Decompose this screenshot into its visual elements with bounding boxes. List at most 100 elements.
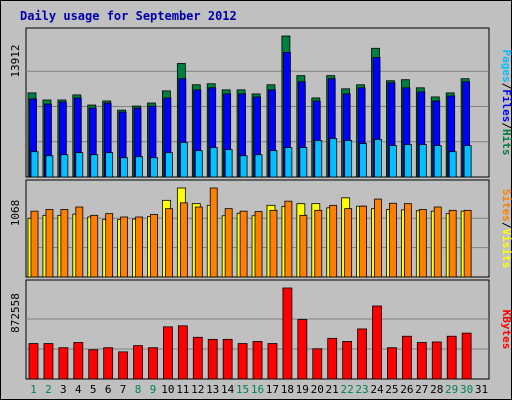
- kbytes-bar: [416, 342, 427, 380]
- day-label: 7: [120, 383, 127, 396]
- legend-label-1: Pages/Files/Hits: [500, 50, 512, 156]
- sites-bar: [418, 209, 427, 278]
- kbytes-bar: [357, 328, 367, 380]
- pages-bar: [299, 147, 308, 178]
- legend-part: Files: [500, 89, 512, 122]
- pages-bar: [105, 152, 114, 178]
- kbytes-bar: [237, 343, 248, 380]
- sites-bar: [30, 210, 39, 278]
- pages-bar: [224, 149, 233, 178]
- kbytes-bar: [431, 341, 442, 380]
- pages-bar: [179, 142, 188, 178]
- sites-bar: [45, 209, 54, 278]
- day-label: 14: [221, 383, 235, 396]
- kbytes-bar: [177, 325, 188, 380]
- sites-bar: [150, 214, 158, 278]
- day-label: 27: [415, 383, 428, 396]
- sites-bar: [374, 198, 382, 278]
- pages-bar: [135, 156, 143, 178]
- day-label: 30: [460, 383, 473, 396]
- day-label: 6: [105, 383, 112, 396]
- pages-bar: [344, 140, 353, 178]
- sites-bar: [403, 203, 412, 278]
- kbytes-bar: [297, 319, 308, 380]
- sites-bar: [60, 209, 69, 278]
- kbytes-bar: [192, 336, 203, 380]
- sites-bar: [359, 205, 367, 278]
- sites-bar: [105, 213, 114, 278]
- kbytes-bar: [88, 349, 99, 380]
- kbytes-bar: [28, 343, 39, 380]
- kbytes-bar: [73, 342, 84, 380]
- pages-bar: [433, 145, 442, 178]
- pages-bar: [284, 147, 293, 178]
- sites-bar: [165, 208, 173, 278]
- kbytes-bar: [461, 332, 472, 380]
- legend-label-2: Sites/Visits: [500, 189, 512, 269]
- sites-bar: [448, 209, 457, 278]
- sites-bar: [463, 209, 472, 278]
- ymax-label: 1068: [9, 200, 22, 227]
- day-label: 10: [161, 383, 174, 396]
- legend-part: Visits: [500, 229, 512, 269]
- kbytes-bar: [282, 287, 293, 380]
- pages-bar: [329, 138, 338, 178]
- kbytes-bar: [446, 335, 457, 380]
- kbytes-bar: [133, 345, 143, 380]
- day-label: 11: [176, 383, 189, 396]
- pages-bar: [463, 145, 472, 178]
- pages-bar: [45, 155, 54, 178]
- sites-bar: [209, 187, 218, 278]
- pages-bar: [75, 152, 84, 178]
- day-label: 15: [236, 383, 249, 396]
- sites-bar: [299, 214, 308, 278]
- pages-bar: [269, 150, 278, 178]
- sites-bar: [75, 206, 84, 278]
- day-label: 25: [385, 383, 398, 396]
- kbytes-bar: [103, 347, 114, 380]
- sites-bar: [314, 209, 323, 278]
- sites-bar: [135, 216, 143, 278]
- pages-bar: [209, 147, 218, 178]
- legend-part: Sites: [500, 189, 512, 222]
- kbytes-bar: [163, 326, 173, 380]
- pages-bar: [120, 157, 129, 178]
- kbytes-bar: [43, 343, 54, 380]
- day-label: 12: [191, 383, 204, 396]
- kbytes-bar: [267, 343, 278, 380]
- pages-bar: [150, 157, 158, 178]
- legend-part: /: [500, 122, 512, 129]
- day-label: 3: [60, 383, 67, 396]
- day-label: 18: [281, 383, 294, 396]
- day-label: 26: [400, 383, 413, 396]
- pages-bar: [418, 144, 427, 178]
- legend-label-3: KBytes: [500, 310, 512, 350]
- pages-bar: [374, 139, 382, 178]
- ymax-label: 13912: [9, 44, 22, 77]
- sites-bar: [239, 210, 248, 278]
- kbytes-bar: [207, 338, 218, 380]
- pages-bar: [165, 152, 173, 178]
- pages-bar: [359, 143, 367, 178]
- legend-part: /: [500, 83, 512, 90]
- ymax-label: 872558: [9, 293, 22, 333]
- legend-part: Pages: [500, 50, 512, 83]
- pages-bar: [254, 154, 263, 178]
- kbytes-bar: [387, 347, 397, 380]
- kbytes-bar: [252, 341, 263, 380]
- sites-bar: [194, 206, 203, 278]
- pages-bar: [389, 145, 397, 178]
- day-label: 23: [355, 383, 368, 396]
- pages-bar: [239, 155, 248, 178]
- kbytes-bar: [312, 348, 323, 380]
- sites-bar: [433, 206, 442, 278]
- day-label: 17: [266, 383, 279, 396]
- day-label: 28: [430, 383, 443, 396]
- day-label: 16: [251, 383, 264, 396]
- pages-bar: [314, 140, 323, 178]
- kbytes-bar: [148, 347, 158, 380]
- legend-part: /: [500, 222, 512, 229]
- pages-bar: [403, 144, 412, 178]
- sites-bar: [179, 202, 188, 278]
